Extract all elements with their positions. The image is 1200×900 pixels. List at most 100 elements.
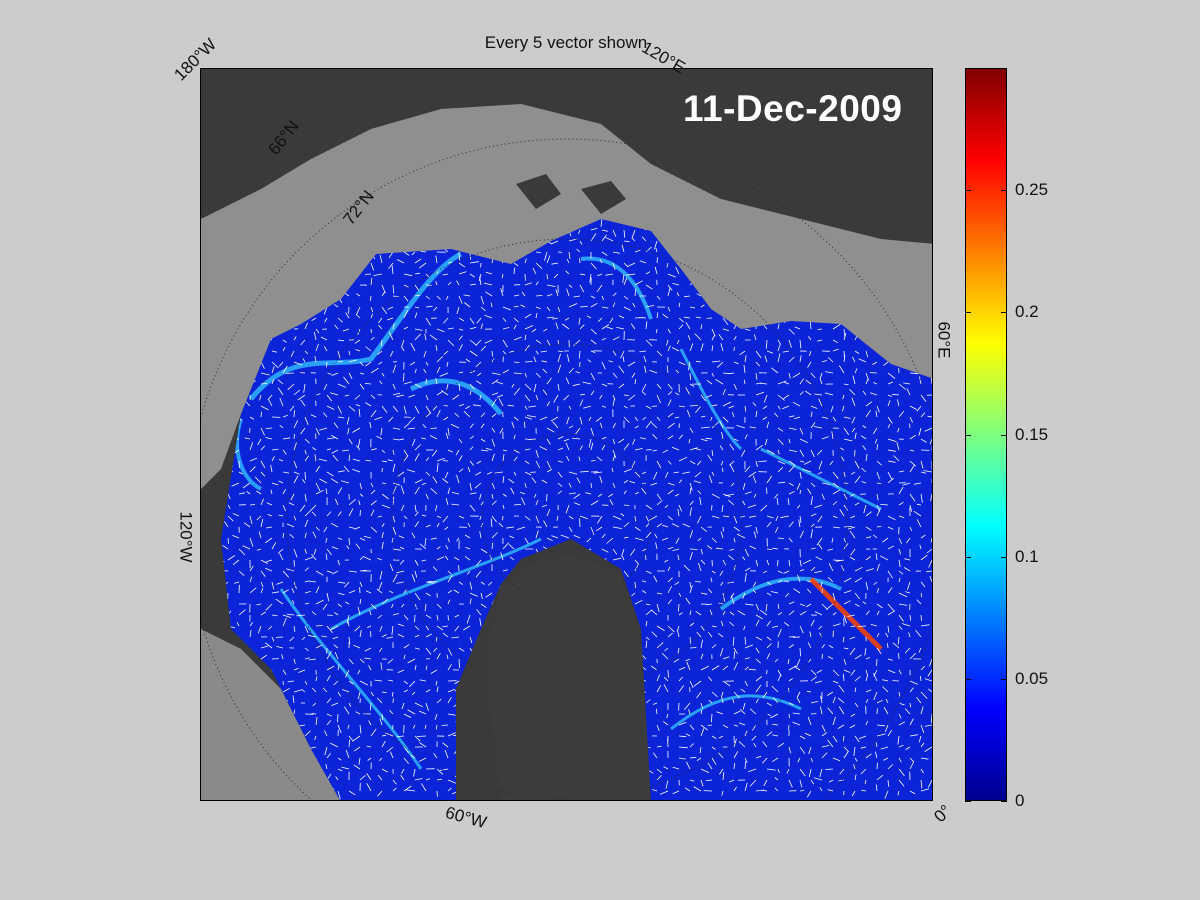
drift-vector [612, 251, 620, 254]
drift-vector [766, 515, 774, 519]
drift-vector [909, 687, 914, 693]
drift-vector [447, 281, 452, 286]
drift-vector [876, 774, 884, 781]
drift-vector [798, 519, 801, 528]
drift-vector [623, 240, 630, 243]
drift-vector [414, 284, 420, 291]
drift-vector [689, 500, 694, 506]
drift-vector [634, 515, 636, 522]
drift-vector [276, 581, 284, 585]
drift-vector [381, 541, 384, 550]
drift-vector [443, 416, 449, 421]
drift-vector [729, 460, 735, 466]
drift-vector [466, 614, 471, 624]
drift-vector [931, 510, 932, 517]
drift-vector [439, 372, 449, 377]
drift-vector [227, 515, 234, 522]
drift-vector [337, 317, 344, 323]
drift-vector [381, 634, 387, 638]
drift-vector [531, 328, 537, 333]
drift-vector [597, 273, 603, 277]
drift-vector [454, 680, 460, 685]
drift-vector [656, 312, 659, 319]
drift-vector [688, 709, 691, 715]
drift-vector [809, 631, 812, 638]
drift-vector [639, 317, 647, 319]
drift-vector [311, 317, 317, 322]
drift-vector [641, 383, 647, 392]
drift-vector [414, 444, 422, 451]
colorbar-tick-mark [965, 312, 971, 314]
drift-vector [729, 372, 735, 374]
drift-vector [678, 746, 688, 749]
drift-vector [689, 756, 697, 759]
drift-vector [777, 612, 783, 616]
drift-vector [623, 405, 628, 409]
drift-vector [590, 390, 595, 396]
drift-vector [579, 393, 585, 396]
drift-vector [755, 460, 758, 467]
drift-vector [843, 526, 853, 528]
drift-vector [909, 761, 915, 770]
drift-vector [689, 552, 693, 561]
drift-vector [865, 568, 875, 572]
drift-vector [502, 369, 509, 374]
drift-vector [293, 361, 303, 366]
drift-vector [458, 328, 464, 331]
drift-vector [787, 658, 790, 665]
drift-vector [623, 468, 632, 473]
drift-vector [857, 625, 867, 627]
drift-vector [381, 482, 387, 484]
drift-vector [678, 735, 687, 738]
drift-vector [656, 295, 661, 300]
drift-vector [772, 697, 779, 704]
drift-vector [330, 478, 339, 484]
drift-vector [645, 555, 647, 561]
drift-vector [720, 647, 724, 657]
drift-vector [271, 581, 275, 590]
drift-vector [332, 454, 339, 462]
drift-vector [708, 632, 713, 638]
drift-vector [930, 713, 932, 723]
drift-vector [715, 547, 724, 550]
drift-vector [808, 768, 812, 778]
drift-vector [422, 423, 427, 429]
colorbar-tick-label: 0.1 [1015, 546, 1039, 566]
drift-vector [469, 326, 477, 330]
drift-vector [391, 265, 394, 275]
drift-vector [287, 383, 295, 391]
drift-vector [378, 647, 383, 653]
drift-vector [733, 751, 739, 759]
drift-vector [363, 536, 372, 539]
drift-vector [456, 280, 460, 286]
drift-vector [689, 610, 692, 616]
drift-vector [678, 456, 688, 462]
drift-vector [335, 776, 339, 781]
drift-vector [634, 425, 639, 429]
drift-vector [337, 757, 342, 761]
drift-vector [418, 757, 427, 763]
drift-vector [754, 334, 757, 341]
drift-vector [387, 459, 394, 462]
drift-vector [760, 504, 768, 512]
colorbar-tick-label: 0.15 [1015, 424, 1049, 444]
drift-vector [838, 706, 845, 715]
drift-vector [254, 476, 262, 484]
drift-vector [277, 548, 284, 554]
drift-vector [700, 438, 708, 442]
drift-vector [774, 787, 779, 792]
drift-vector [693, 480, 702, 484]
drift-vector [304, 449, 307, 455]
drift-vector [740, 709, 746, 715]
drift-vector [337, 559, 340, 566]
drift-vector [528, 438, 537, 440]
drift-vector [851, 416, 856, 424]
drift-vector [700, 779, 704, 787]
drift-vector [491, 379, 499, 385]
drift-vector [513, 449, 520, 454]
drift-vector [435, 504, 438, 512]
drift-vector [359, 372, 365, 375]
drift-vector [271, 456, 275, 462]
drift-vector [722, 372, 731, 375]
drift-vector [641, 471, 647, 475]
